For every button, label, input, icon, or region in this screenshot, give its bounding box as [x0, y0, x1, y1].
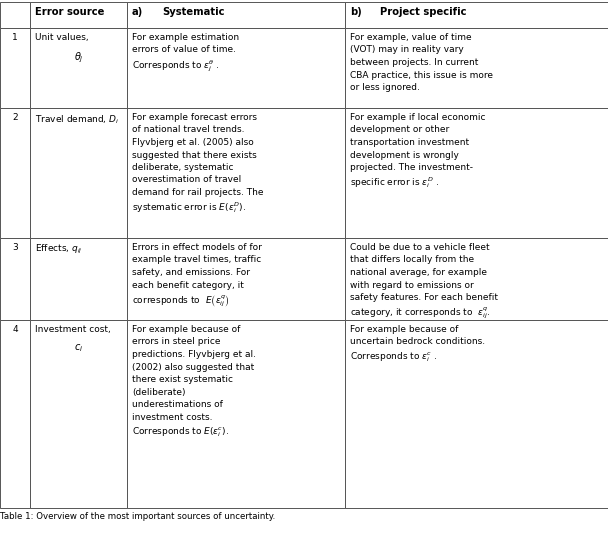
Text: underestimations of: underestimations of — [132, 400, 223, 409]
Text: Investment cost,: Investment cost, — [35, 325, 111, 334]
Text: Project specific: Project specific — [380, 7, 466, 17]
Text: Corresponds to $\varepsilon_i^c$ .: Corresponds to $\varepsilon_i^c$ . — [350, 350, 437, 363]
Bar — [0, 28, 30, 108]
Text: each benefit category, it: each benefit category, it — [132, 281, 244, 289]
Bar — [127, 320, 345, 508]
Text: Errors in effect models of for: Errors in effect models of for — [132, 243, 262, 252]
Text: specific error is $\varepsilon_i^D$ .: specific error is $\varepsilon_i^D$ . — [350, 176, 439, 190]
Text: safety, and emissions. For: safety, and emissions. For — [132, 268, 250, 277]
Text: 1: 1 — [12, 33, 18, 42]
Text: Error source: Error source — [35, 7, 105, 17]
Text: 3: 3 — [12, 243, 18, 252]
Text: systematic error is $E(\varepsilon_i^D)$.: systematic error is $E(\varepsilon_i^D)$… — [132, 201, 246, 215]
Text: between projects. In current: between projects. In current — [350, 58, 478, 67]
Text: For example if local economic: For example if local economic — [350, 113, 486, 122]
Text: that differs locally from the: that differs locally from the — [350, 256, 474, 264]
Text: safety features. For each benefit: safety features. For each benefit — [350, 293, 498, 302]
Text: Could be due to a vehicle fleet: Could be due to a vehicle fleet — [350, 243, 489, 252]
Text: there exist systematic: there exist systematic — [132, 375, 233, 384]
Text: Effects, $q_{ij}$: Effects, $q_{ij}$ — [35, 243, 83, 256]
Text: deliberate, systematic: deliberate, systematic — [132, 163, 233, 172]
Bar — [30, 108, 127, 238]
Bar — [30, 238, 127, 320]
Text: errors in steel price: errors in steel price — [132, 337, 221, 347]
Text: errors of value of time.: errors of value of time. — [132, 46, 236, 54]
Text: example travel times, traffic: example travel times, traffic — [132, 256, 261, 264]
Text: projected. The investment-: projected. The investment- — [350, 163, 473, 172]
Text: Corresponds to $\varepsilon_j^{\theta}$ .: Corresponds to $\varepsilon_j^{\theta}$ … — [132, 58, 219, 73]
Bar — [345, 238, 608, 320]
Text: suggested that there exists: suggested that there exists — [132, 151, 257, 159]
Text: of national travel trends.: of national travel trends. — [132, 126, 244, 134]
Bar — [30, 2, 127, 28]
Bar — [127, 28, 345, 108]
Bar — [127, 238, 345, 320]
Text: with regard to emissions or: with regard to emissions or — [350, 281, 474, 289]
Text: investment costs.: investment costs. — [132, 412, 213, 422]
Text: Travel demand, $D_i$: Travel demand, $D_i$ — [35, 113, 119, 126]
Text: development is wrongly: development is wrongly — [350, 151, 459, 159]
Text: $c_i$: $c_i$ — [74, 343, 83, 354]
Text: category, it corresponds to  $\varepsilon_{ij}^{q}$.: category, it corresponds to $\varepsilon… — [350, 306, 491, 321]
Text: For example because of: For example because of — [132, 325, 240, 334]
Text: b): b) — [350, 7, 362, 17]
Text: (2002) also suggested that: (2002) also suggested that — [132, 362, 254, 372]
Bar — [127, 108, 345, 238]
Bar — [127, 2, 345, 28]
Text: CBA practice, this issue is more: CBA practice, this issue is more — [350, 71, 493, 79]
Text: uncertain bedrock conditions.: uncertain bedrock conditions. — [350, 337, 485, 347]
Text: corresponds to  $E\left(\varepsilon_{ij}^{q}\right)$: corresponds to $E\left(\varepsilon_{ij}^… — [132, 293, 230, 308]
Text: Unit values,: Unit values, — [35, 33, 89, 42]
Bar — [0, 2, 30, 28]
Text: For example, value of time: For example, value of time — [350, 33, 472, 42]
Text: For example forecast errors: For example forecast errors — [132, 113, 257, 122]
Bar — [0, 238, 30, 320]
Text: 2: 2 — [12, 113, 18, 122]
Bar — [345, 28, 608, 108]
Text: (VOT) may in reality vary: (VOT) may in reality vary — [350, 46, 464, 54]
Text: 4: 4 — [12, 325, 18, 334]
Text: Flyvbjerg et al. (2005) also: Flyvbjerg et al. (2005) also — [132, 138, 254, 147]
Text: $\theta_j$: $\theta_j$ — [74, 51, 83, 65]
Text: development or other: development or other — [350, 126, 449, 134]
Bar — [345, 108, 608, 238]
Text: overestimation of travel: overestimation of travel — [132, 176, 241, 184]
Bar — [0, 320, 30, 508]
Text: or less ignored.: or less ignored. — [350, 83, 420, 92]
Bar — [345, 320, 608, 508]
Text: transportation investment: transportation investment — [350, 138, 469, 147]
Bar — [30, 28, 127, 108]
Text: Table 1: Overview of the most important sources of uncertainty.: Table 1: Overview of the most important … — [0, 512, 275, 521]
Text: For example because of: For example because of — [350, 325, 458, 334]
Text: a): a) — [132, 7, 143, 17]
Bar — [0, 108, 30, 238]
Bar — [345, 2, 608, 28]
Text: national average, for example: national average, for example — [350, 268, 487, 277]
Text: Systematic: Systematic — [162, 7, 224, 17]
Bar — [30, 320, 127, 508]
Text: For example estimation: For example estimation — [132, 33, 239, 42]
Text: Corresponds to $E(\varepsilon_i^c)$.: Corresponds to $E(\varepsilon_i^c)$. — [132, 425, 229, 438]
Text: predictions. Flyvbjerg et al.: predictions. Flyvbjerg et al. — [132, 350, 256, 359]
Text: demand for rail projects. The: demand for rail projects. The — [132, 188, 263, 197]
Text: (deliberate): (deliberate) — [132, 387, 185, 397]
